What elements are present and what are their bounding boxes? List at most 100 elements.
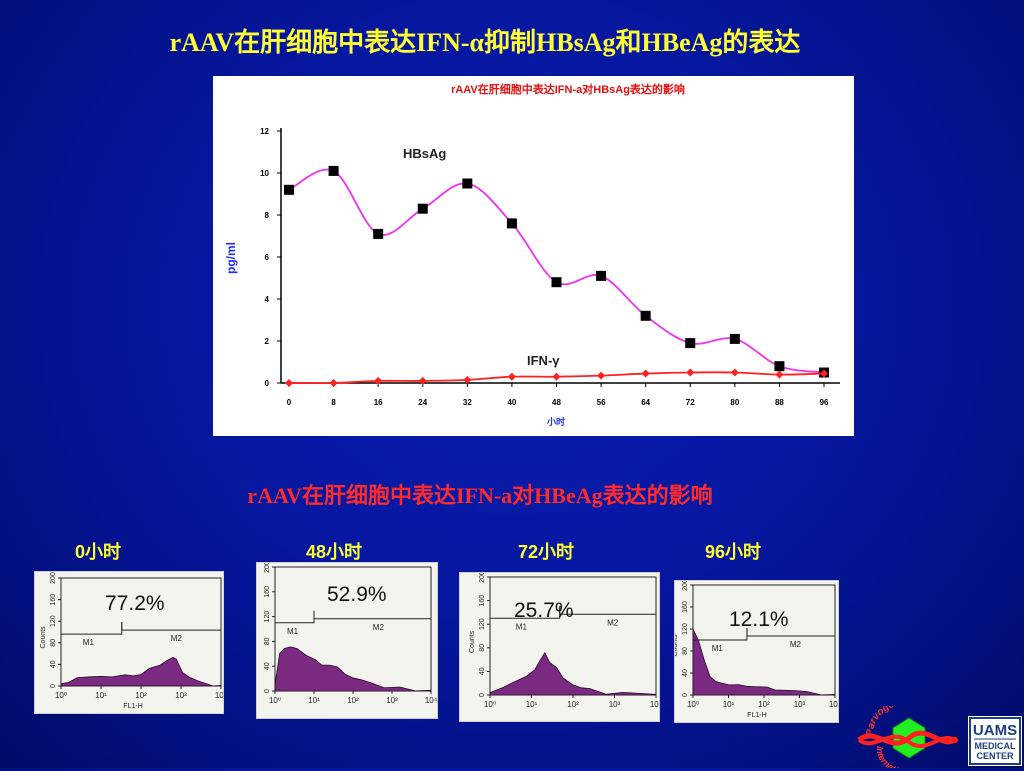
hist-x-tick-label: 10⁰ [55, 691, 67, 700]
chart-title: rAAV在肝细胞中表达IFN-a对HBsAg表达的影响 [451, 82, 685, 96]
y-tick-label: 6 [265, 253, 270, 262]
histogram-area [274, 646, 432, 692]
series-line-hbsag [288, 168, 825, 374]
panel-label-48h: 48小时 [306, 542, 363, 562]
hist-y-axis-label: Counts [40, 626, 47, 649]
gate-m2-label: M2 [171, 634, 183, 643]
hbsag-data-point [462, 178, 473, 189]
ifn-data-point [285, 379, 293, 387]
histogram-frame [489, 576, 657, 696]
gate-m2 [313, 610, 431, 620]
flow-panel-48h: M1 M2 200 160 120 80 40 0 10⁰ 10¹ 10² 10³ 10⁴ 52.9% [256, 562, 438, 719]
gate-m1-label: M1 [516, 622, 528, 631]
hist-y-tick-label: 200 [479, 573, 486, 583]
hist-y-tick-label: 160 [479, 595, 486, 607]
ifn-data-point [641, 369, 650, 378]
x-axis-label: 小时 [546, 416, 565, 427]
y-tick-label: 12 [260, 127, 269, 136]
hist-x-tick-label: 10¹ [95, 691, 107, 700]
x-tick-label: 24 [418, 398, 427, 407]
hist-x-tick-label: 10¹ [308, 696, 320, 705]
hist-y-tick-label: 40 [479, 667, 486, 675]
hbsag-data-point [551, 277, 562, 288]
hist-y-tick-label: 120 [50, 615, 57, 627]
hist-x-axis-label: FL1-H [123, 703, 142, 710]
histogram-area [60, 656, 222, 687]
hist-x-tick-label: 10⁰ [687, 700, 699, 709]
panel-label-0h: 0小时 [75, 542, 122, 562]
ifn-data-point [552, 372, 561, 381]
flow-panel-72h: M1M22001601208040010⁰10¹10²10³10⁴Counts … [459, 572, 660, 722]
hist-x-tick-label: 10¹ [723, 700, 735, 709]
hist-y-tick-label: 200 [682, 581, 689, 591]
gate-m1-label: M1 [287, 627, 299, 636]
x-tick-label: 40 [507, 398, 516, 407]
ifn-data-point [686, 368, 695, 377]
ifn-data-point [730, 368, 739, 377]
gate-m1-label: M1 [712, 644, 724, 653]
y-tick-label: 0 [265, 379, 270, 388]
hist-x-tick-label: 10⁰ [269, 696, 281, 705]
hist-y-tick-label: 80 [264, 637, 271, 645]
x-tick-label: 64 [641, 398, 650, 407]
flow-panel-96h: M1 M2 200 160 120 80 40 0 10⁰ 10¹ 10² 10³ 10⁴ Counts F… [674, 580, 839, 723]
histogram-area [692, 628, 836, 696]
x-tick-label: 80 [730, 398, 739, 407]
hist-y-tick-label: 0 [264, 689, 271, 693]
x-tick-label: 72 [686, 398, 695, 407]
hist-y-tick-label: 0 [682, 693, 689, 697]
series-label-ifn: IFN-γ [527, 353, 560, 368]
ifn-data-point [775, 370, 784, 379]
hist-y-tick-label: 120 [479, 618, 486, 630]
hbsag-chart-svg: rAAV在肝细胞中表达IFN-a对HBsAg表达的影响 pg/ml 小时 024… [224, 82, 840, 427]
percent-72h: 25.7% [514, 599, 574, 622]
hist-y-tick-label: 40 [682, 669, 689, 677]
slide-title: rAAV在肝细胞中表达IFN-α抑制HBsAg和HBeAg的表达 [169, 28, 801, 57]
y-tick-label: 2 [265, 337, 270, 346]
hist-x-tick-label: 10³ [175, 691, 187, 700]
ifn-data-point [329, 379, 338, 387]
uams-logo-line3: CENTER [976, 751, 1014, 761]
gate-m1-label: M1 [83, 638, 95, 647]
hist-x-tick-label: 10² [135, 691, 147, 700]
y-axis-label: pg/ml [224, 242, 238, 274]
gate-m2-label: M2 [607, 618, 619, 627]
hbsag-data-point [596, 270, 607, 281]
hbsag-data-point [373, 228, 384, 239]
gate-m1 [275, 610, 315, 624]
x-tick-label: 8 [331, 398, 336, 407]
hist-y-tick-label: 0 [479, 693, 486, 697]
hist-y-tick-label: 200 [264, 563, 271, 573]
ifn-data-point [374, 376, 383, 385]
hist-y-tick-label: 120 [682, 623, 689, 635]
hist-x-tick-label: 10³ [794, 700, 806, 709]
ifn-data-point [597, 371, 606, 380]
percent-48h: 52.9% [327, 583, 387, 606]
hist-x-tick-label: 10⁴ [425, 696, 437, 705]
hbsag-data-point [640, 310, 651, 321]
hbsag-data-point [506, 218, 517, 229]
hist-y-tick-label: 160 [682, 601, 689, 613]
hist-x-tick-label: 10¹ [526, 700, 538, 709]
ifn-data-point [820, 369, 828, 378]
gate-m2 [559, 606, 656, 615]
hist-x-tick-label: 10³ [386, 696, 398, 705]
percent-0h: 77.2% [105, 592, 165, 615]
ifn-data-point [507, 372, 516, 381]
x-tick-label: 56 [597, 398, 606, 407]
hist-x-tick-label: 10⁴ [829, 700, 838, 709]
hbsag-data-point [417, 203, 428, 214]
parvogen-logo: Parvogen International [857, 706, 959, 768]
hist-y-tick-label: 120 [264, 611, 271, 623]
x-tick-label: 96 [820, 398, 829, 407]
hbsag-data-point [685, 338, 696, 349]
hist-y-tick-label: 0 [50, 684, 57, 688]
panel-label-96h: 96小时 [705, 542, 762, 562]
gate-m1 [61, 622, 123, 635]
hist-y-axis-label: Counts [675, 634, 679, 657]
hbsag-data-point [774, 361, 785, 372]
x-tick-label: 0 [287, 398, 292, 407]
flow-panel-0h: M1 M2 200 160 120 80 40 0 10⁰ 10¹ 10² 10³ 10⁴ Counts F… [34, 571, 224, 714]
gate-m2-label: M2 [790, 640, 802, 649]
